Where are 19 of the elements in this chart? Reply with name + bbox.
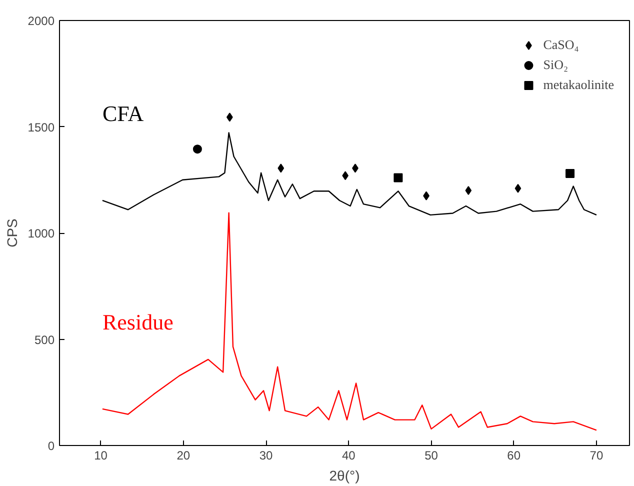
x-tick-label: 60 [507,448,521,462]
y-tick-label: 1000 [28,226,55,240]
y-tick-label: 2000 [28,14,55,28]
y-tick-label: 0 [48,439,55,453]
x-tick-label: 10 [94,448,108,462]
y-tick-label: 500 [34,332,55,347]
x-axis-title: 2θ(°) [329,468,360,484]
series-label: Residue [102,310,174,335]
x-tick-label: 30 [259,448,274,462]
x-tick-label: 40 [342,448,356,462]
x-tick-label: 20 [176,448,190,462]
x-tick-label: 50 [424,448,438,462]
legend-label: metakaolinite [543,77,614,93]
y-axis-title: CPS [4,218,20,248]
legend-label: SiO₂ [543,57,568,73]
x-tick-label: 70 [590,448,604,462]
legend-label: CFA [102,101,144,126]
y-tick-label: 1500 [28,120,55,134]
legend-label: CaSO₄ [543,37,579,53]
